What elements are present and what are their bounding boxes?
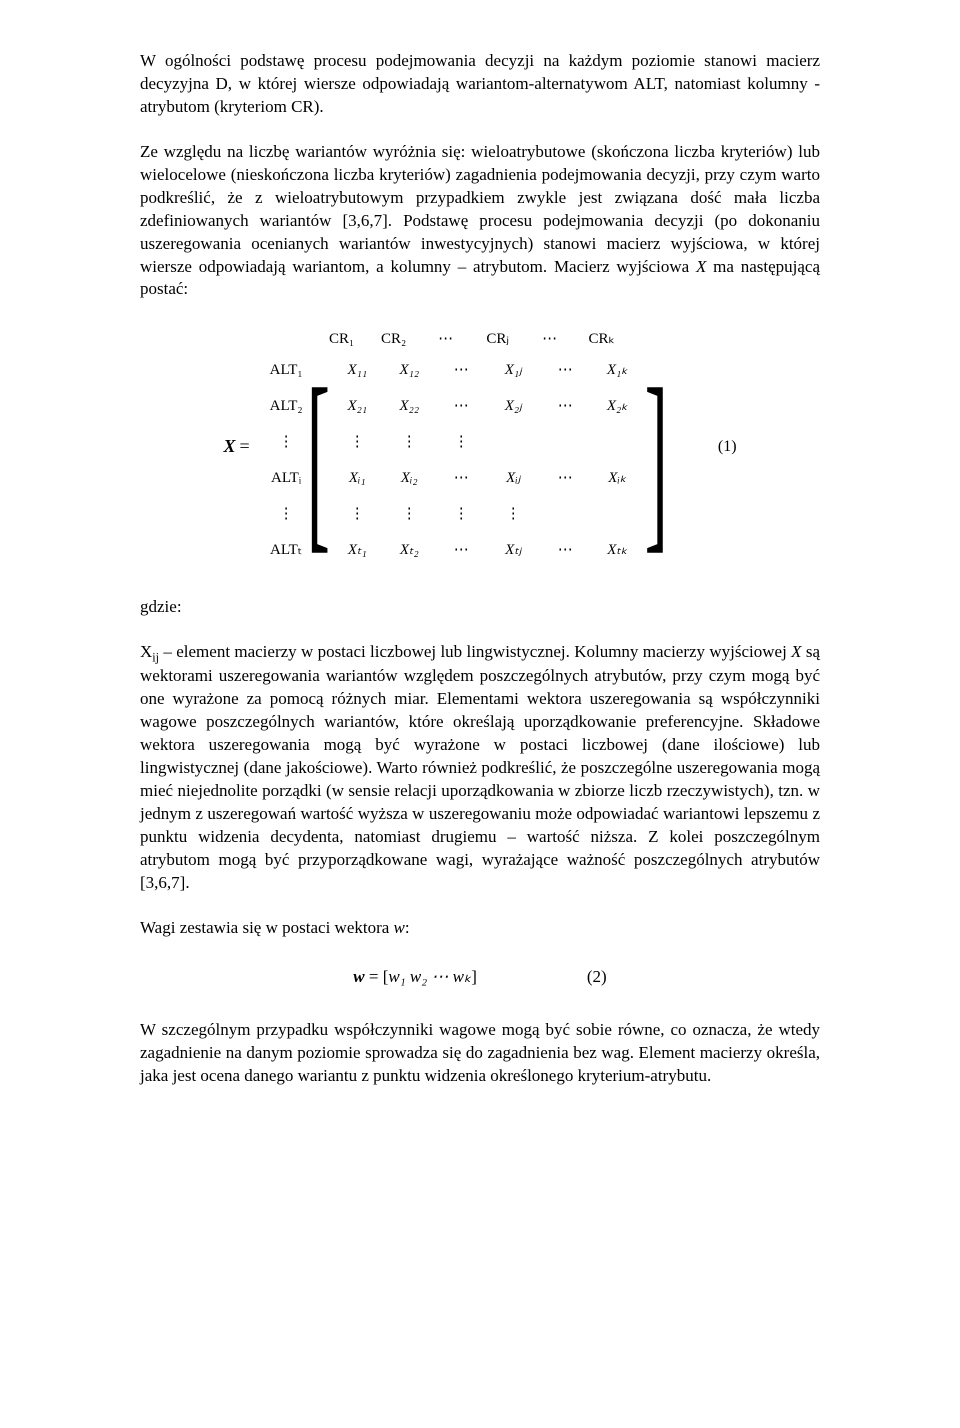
gdzie-label: gdzie: (140, 596, 820, 619)
matrix-symbol-x-2: X (791, 642, 801, 661)
equation-number-2: (2) (587, 967, 607, 986)
matrix-row-headers: ALT₁ ALT₂ ⋮ ALTᵢ ⋮ ALTₜ (266, 356, 307, 564)
vector-items: w₁ w₂ ⋯ wₖ (388, 967, 471, 986)
paragraph-3c: są wektorami uszeregowania wariantów wzg… (140, 642, 820, 892)
equation-number-1: (1) (718, 436, 737, 458)
matrix-equation-1: X= CR₁ CR₂ ⋯ CRⱼ ⋯ CRₖ ALT₁ ALT₂ ⋮ (140, 329, 820, 563)
paragraph-2a: Ze względu na liczbę wariantów wyróżnia … (140, 142, 820, 276)
matrix-lhs: X= (223, 434, 249, 458)
paragraph-3b: – element macierzy w postaci liczbowej l… (159, 642, 791, 661)
bracket-left-icon: [ (306, 360, 329, 560)
page: W ogólności podstawę procesu podejmowani… (70, 0, 890, 1170)
paragraph-4b: : (405, 918, 410, 937)
paragraph-5: W szczególnym przypadku współczynniki wa… (140, 1019, 820, 1088)
paragraph-4a: Wagi zestawia się w postaci wektora (140, 918, 394, 937)
vector-lhs: w (353, 967, 364, 986)
paragraph-4: Wagi zestawia się w postaci wektora w: (140, 917, 820, 940)
bracket-right-icon: ] (645, 360, 668, 560)
paragraph-3: Xij – element macierzy w postaci liczbow… (140, 641, 820, 895)
matrix-cells: X₁₁X₁₂⋯X₁ⱼ⋯X₁ₖ X₂₁X₂₂⋯X₂ⱼ⋯X₂ₖ ⋮⋮⋮ Xᵢ₁Xᵢ₂… (329, 356, 645, 564)
paragraph-2: Ze względu na liczbę wariantów wyróżnia … (140, 141, 820, 302)
xij-symbol: Xij (140, 642, 159, 661)
vector-equation-2: w = [w₁ w₂ ⋯ wₖ](2) (140, 966, 820, 989)
matrix-symbol-x: X (696, 257, 706, 276)
matrix-col-headers: CR₁ CR₂ ⋯ CRⱼ ⋯ CRₖ (266, 329, 668, 349)
vector-symbol-w: w (394, 918, 405, 937)
paragraph-1: W ogólności podstawę procesu podejmowani… (140, 50, 820, 119)
